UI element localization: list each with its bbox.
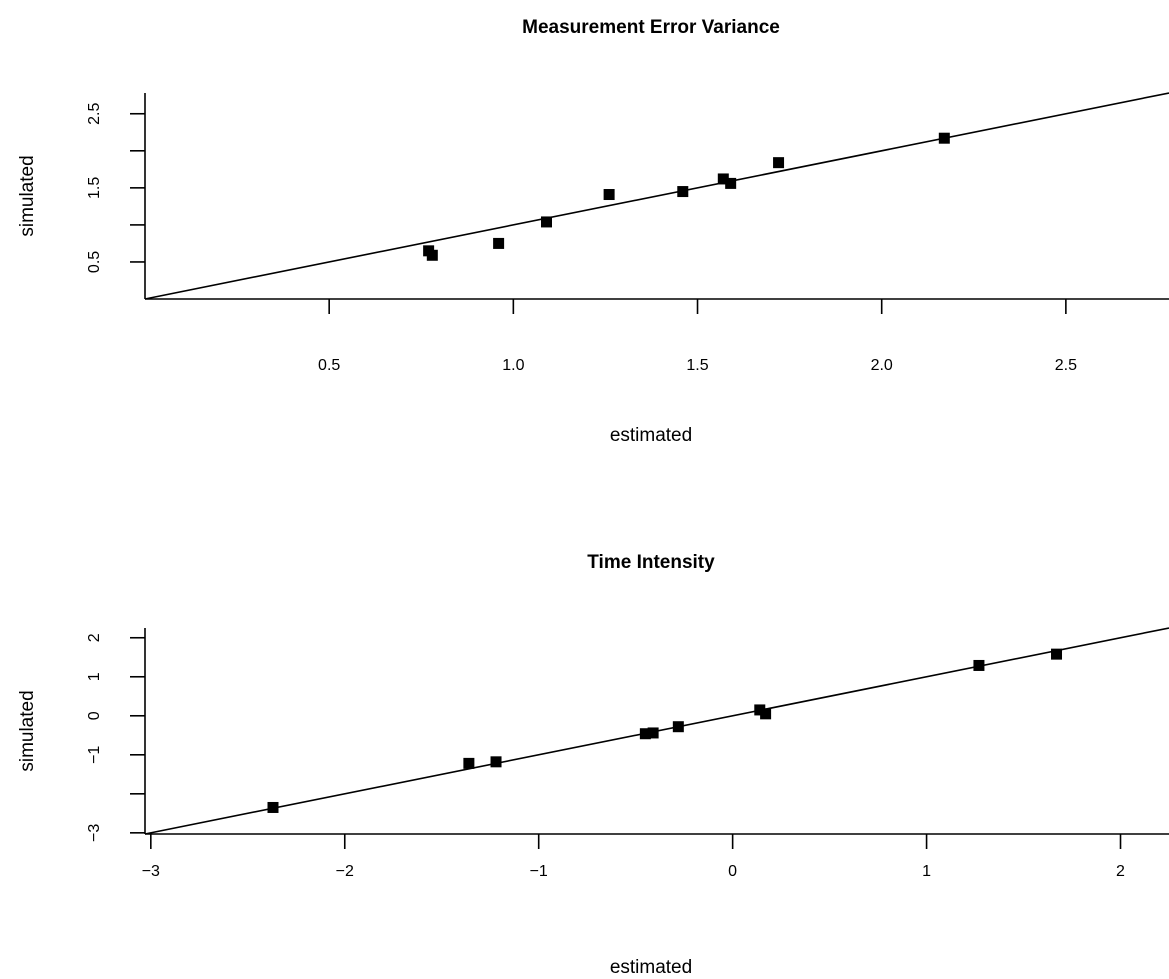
x-tick-label: 1.5 [686,357,708,374]
y-tick-label: −3 [86,824,103,842]
data-point [426,249,438,261]
data-point [672,721,684,733]
chart-title: Time Intensity [587,552,715,573]
data-point [773,157,785,169]
data-point [760,708,772,720]
data-point [973,659,985,671]
x-tick-label: 1 [922,863,931,880]
data-point [717,173,729,185]
data-point [938,132,950,144]
x-axis-label: estimated [610,425,692,446]
data-point [603,189,615,201]
x-tick-label: 2.5 [1055,357,1077,374]
y-axis-label: simulated [17,690,38,771]
data-point [267,801,279,813]
data-point [677,186,689,198]
y-tick-label: 0 [86,711,103,720]
data-point [725,177,737,189]
data-point [540,216,552,228]
x-tick-label: −1 [530,863,548,880]
chart-panel-measurement-error-variance: Measurement Error Variance 0.5 1.0 1.5 2.0 2.… [17,17,1169,446]
x-tick-label: 0.5 [318,357,340,374]
x-tick-label: 1.0 [502,357,524,374]
data-point [754,704,766,716]
data-point [463,757,475,769]
chart-panel-time-intensity: Time Intensity −3 −2 −1 0 1 2 −3 −1 0 1 2 estimated s… [17,552,1169,978]
y-tick-label: 2 [86,633,103,642]
x-axis-label: estimated [610,957,692,978]
x-tick-label: 2 [1116,863,1125,880]
y-tick-label: 2.5 [86,103,103,125]
x-tick-label: −2 [336,863,354,880]
data-point [493,237,505,249]
data-point [639,728,651,740]
y-axis-label: simulated [17,155,38,236]
data-point [490,756,502,768]
y-tick-label: 1 [86,672,103,681]
y-tick-label: 1.5 [86,177,103,199]
y-tick-label: −1 [86,746,103,764]
x-tick-label: 2.0 [871,357,893,374]
chart-title: Measurement Error Variance [522,17,780,38]
data-point [1051,648,1063,660]
x-tick-label: 0 [728,863,737,880]
data-point [647,727,659,739]
y-tick-label: 0.5 [86,251,103,273]
x-tick-label: −3 [142,863,160,880]
reference-line [144,92,1169,300]
